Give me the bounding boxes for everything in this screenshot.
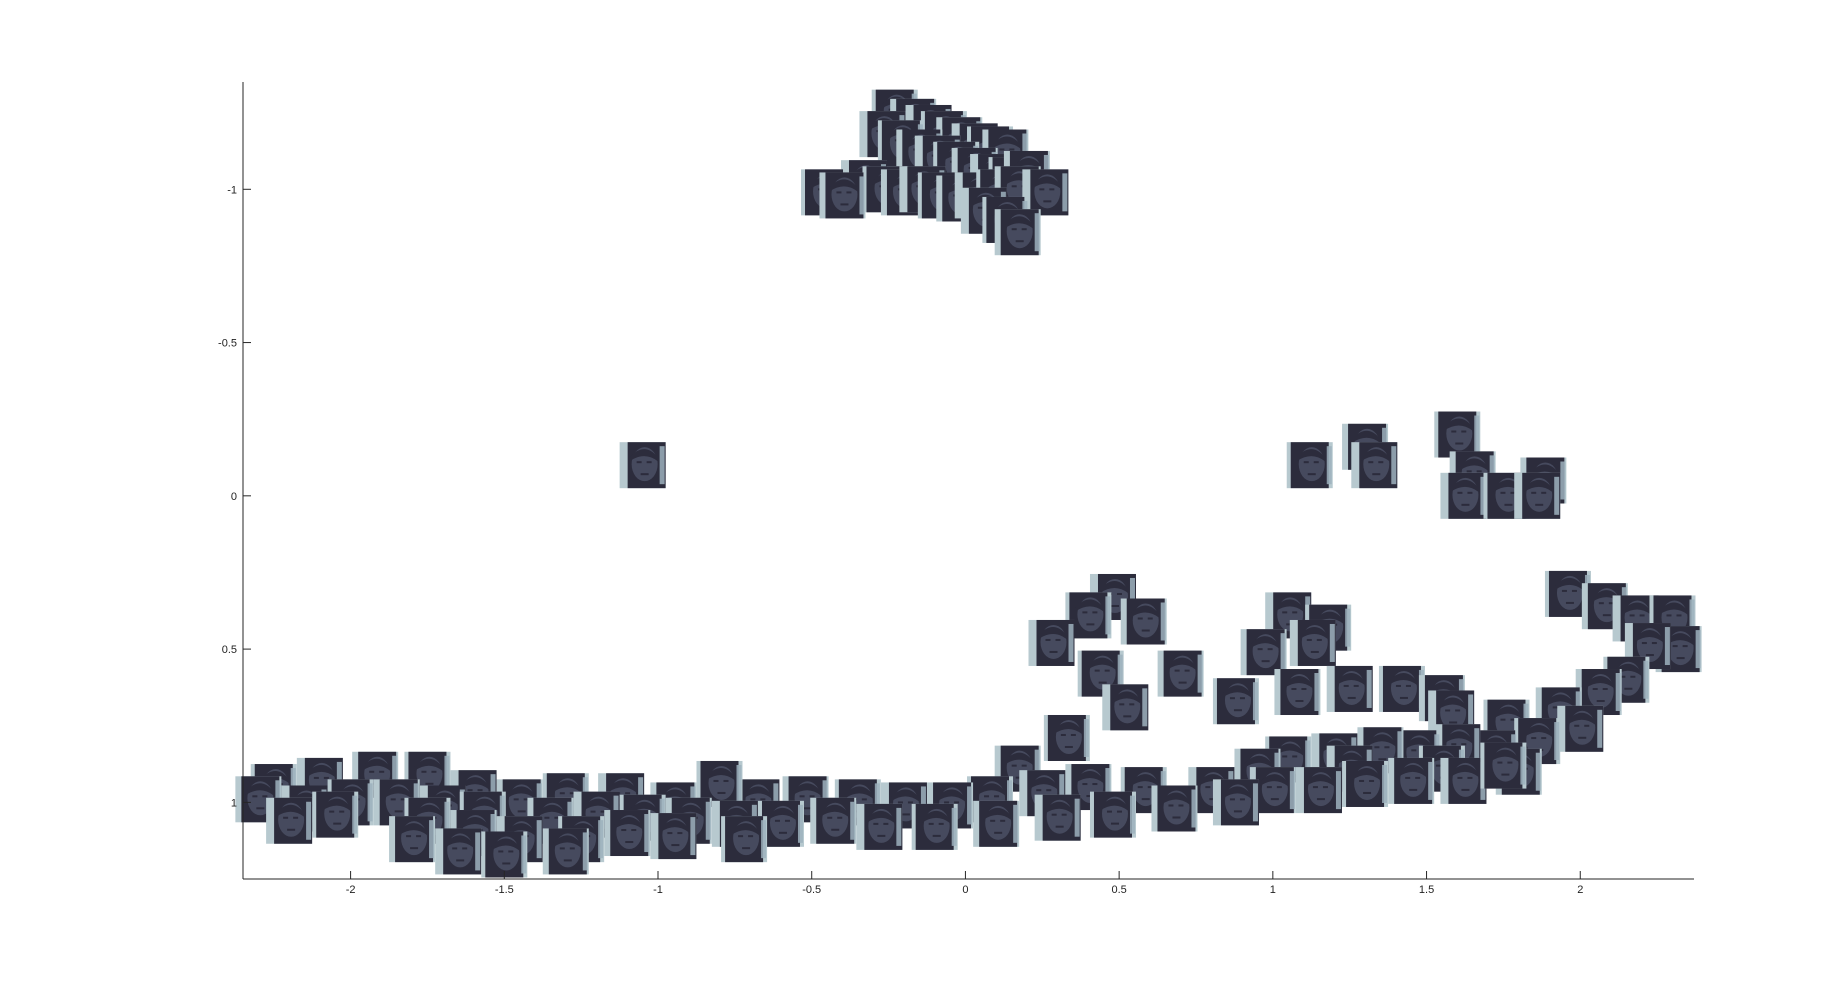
face-point [1434,411,1481,458]
face-point [1022,169,1069,216]
face-point [1342,760,1389,807]
face-point [1440,472,1487,519]
face-point [542,828,589,875]
face-point [1028,619,1075,666]
face-point [389,816,436,863]
x-tick-label: -1.5 [495,884,514,896]
face-point [435,828,482,875]
face-point [1289,619,1336,666]
face-point [1212,678,1259,725]
axes: -2 -1.5 -1 -0.5 0 0.5 1 1.5 2 -1 -0.5 0 0.5 1 [218,82,1694,896]
face-point [1388,757,1435,804]
y-tick-label: -1 [227,184,237,196]
x-tick-label: -1 [653,884,663,896]
face-point [856,803,903,850]
face-point [721,816,768,863]
points-layer [235,89,1702,878]
face-point [1378,665,1425,712]
face-point [1514,472,1561,519]
face-point [1089,791,1136,838]
face-point [619,442,666,489]
face-point [1557,705,1604,752]
face-point [1102,684,1149,731]
face-point [1240,629,1287,676]
face-point [1544,570,1591,617]
x-tick-label: 0 [962,884,968,896]
face-point [1286,442,1333,489]
face-point [1480,742,1527,789]
x-tick-label: -2 [346,884,356,896]
face-point [650,813,697,860]
x-ticks: -2 -1.5 -1 -0.5 0 0.5 1 1.5 2 [346,871,1583,896]
x-tick-label: 0.5 [1111,884,1126,896]
face-point [481,831,528,878]
face-point [810,797,857,844]
x-tick-label: 1 [1270,884,1276,896]
x-tick-label: 1.5 [1419,884,1434,896]
face-point [1157,650,1204,697]
face-point [1034,794,1081,841]
y-tick-label: 0.5 [222,644,237,656]
face-point [1351,442,1398,489]
face-point [994,209,1041,256]
face-point [1151,785,1198,832]
face-point [911,803,958,850]
face-point [1274,669,1321,716]
face-point [312,791,359,838]
x-tick-label: -0.5 [802,884,821,896]
face-point [1440,757,1487,804]
face-point [1326,665,1373,712]
face-point [1043,714,1090,761]
x-tick-label: 2 [1577,884,1583,896]
face-point [1065,592,1112,639]
y-tick-label: -0.5 [218,338,237,350]
face-point [1120,598,1167,645]
face-point [1212,779,1259,826]
y-tick-label: 1 [231,797,237,809]
y-tick-label: 0 [231,491,237,503]
face-point [266,797,313,844]
face-point [973,800,1020,847]
face-point [819,172,866,219]
face-point [1295,767,1342,814]
y-ticks: -1 -0.5 0 0.5 1 [218,184,251,809]
face-point [604,810,651,857]
